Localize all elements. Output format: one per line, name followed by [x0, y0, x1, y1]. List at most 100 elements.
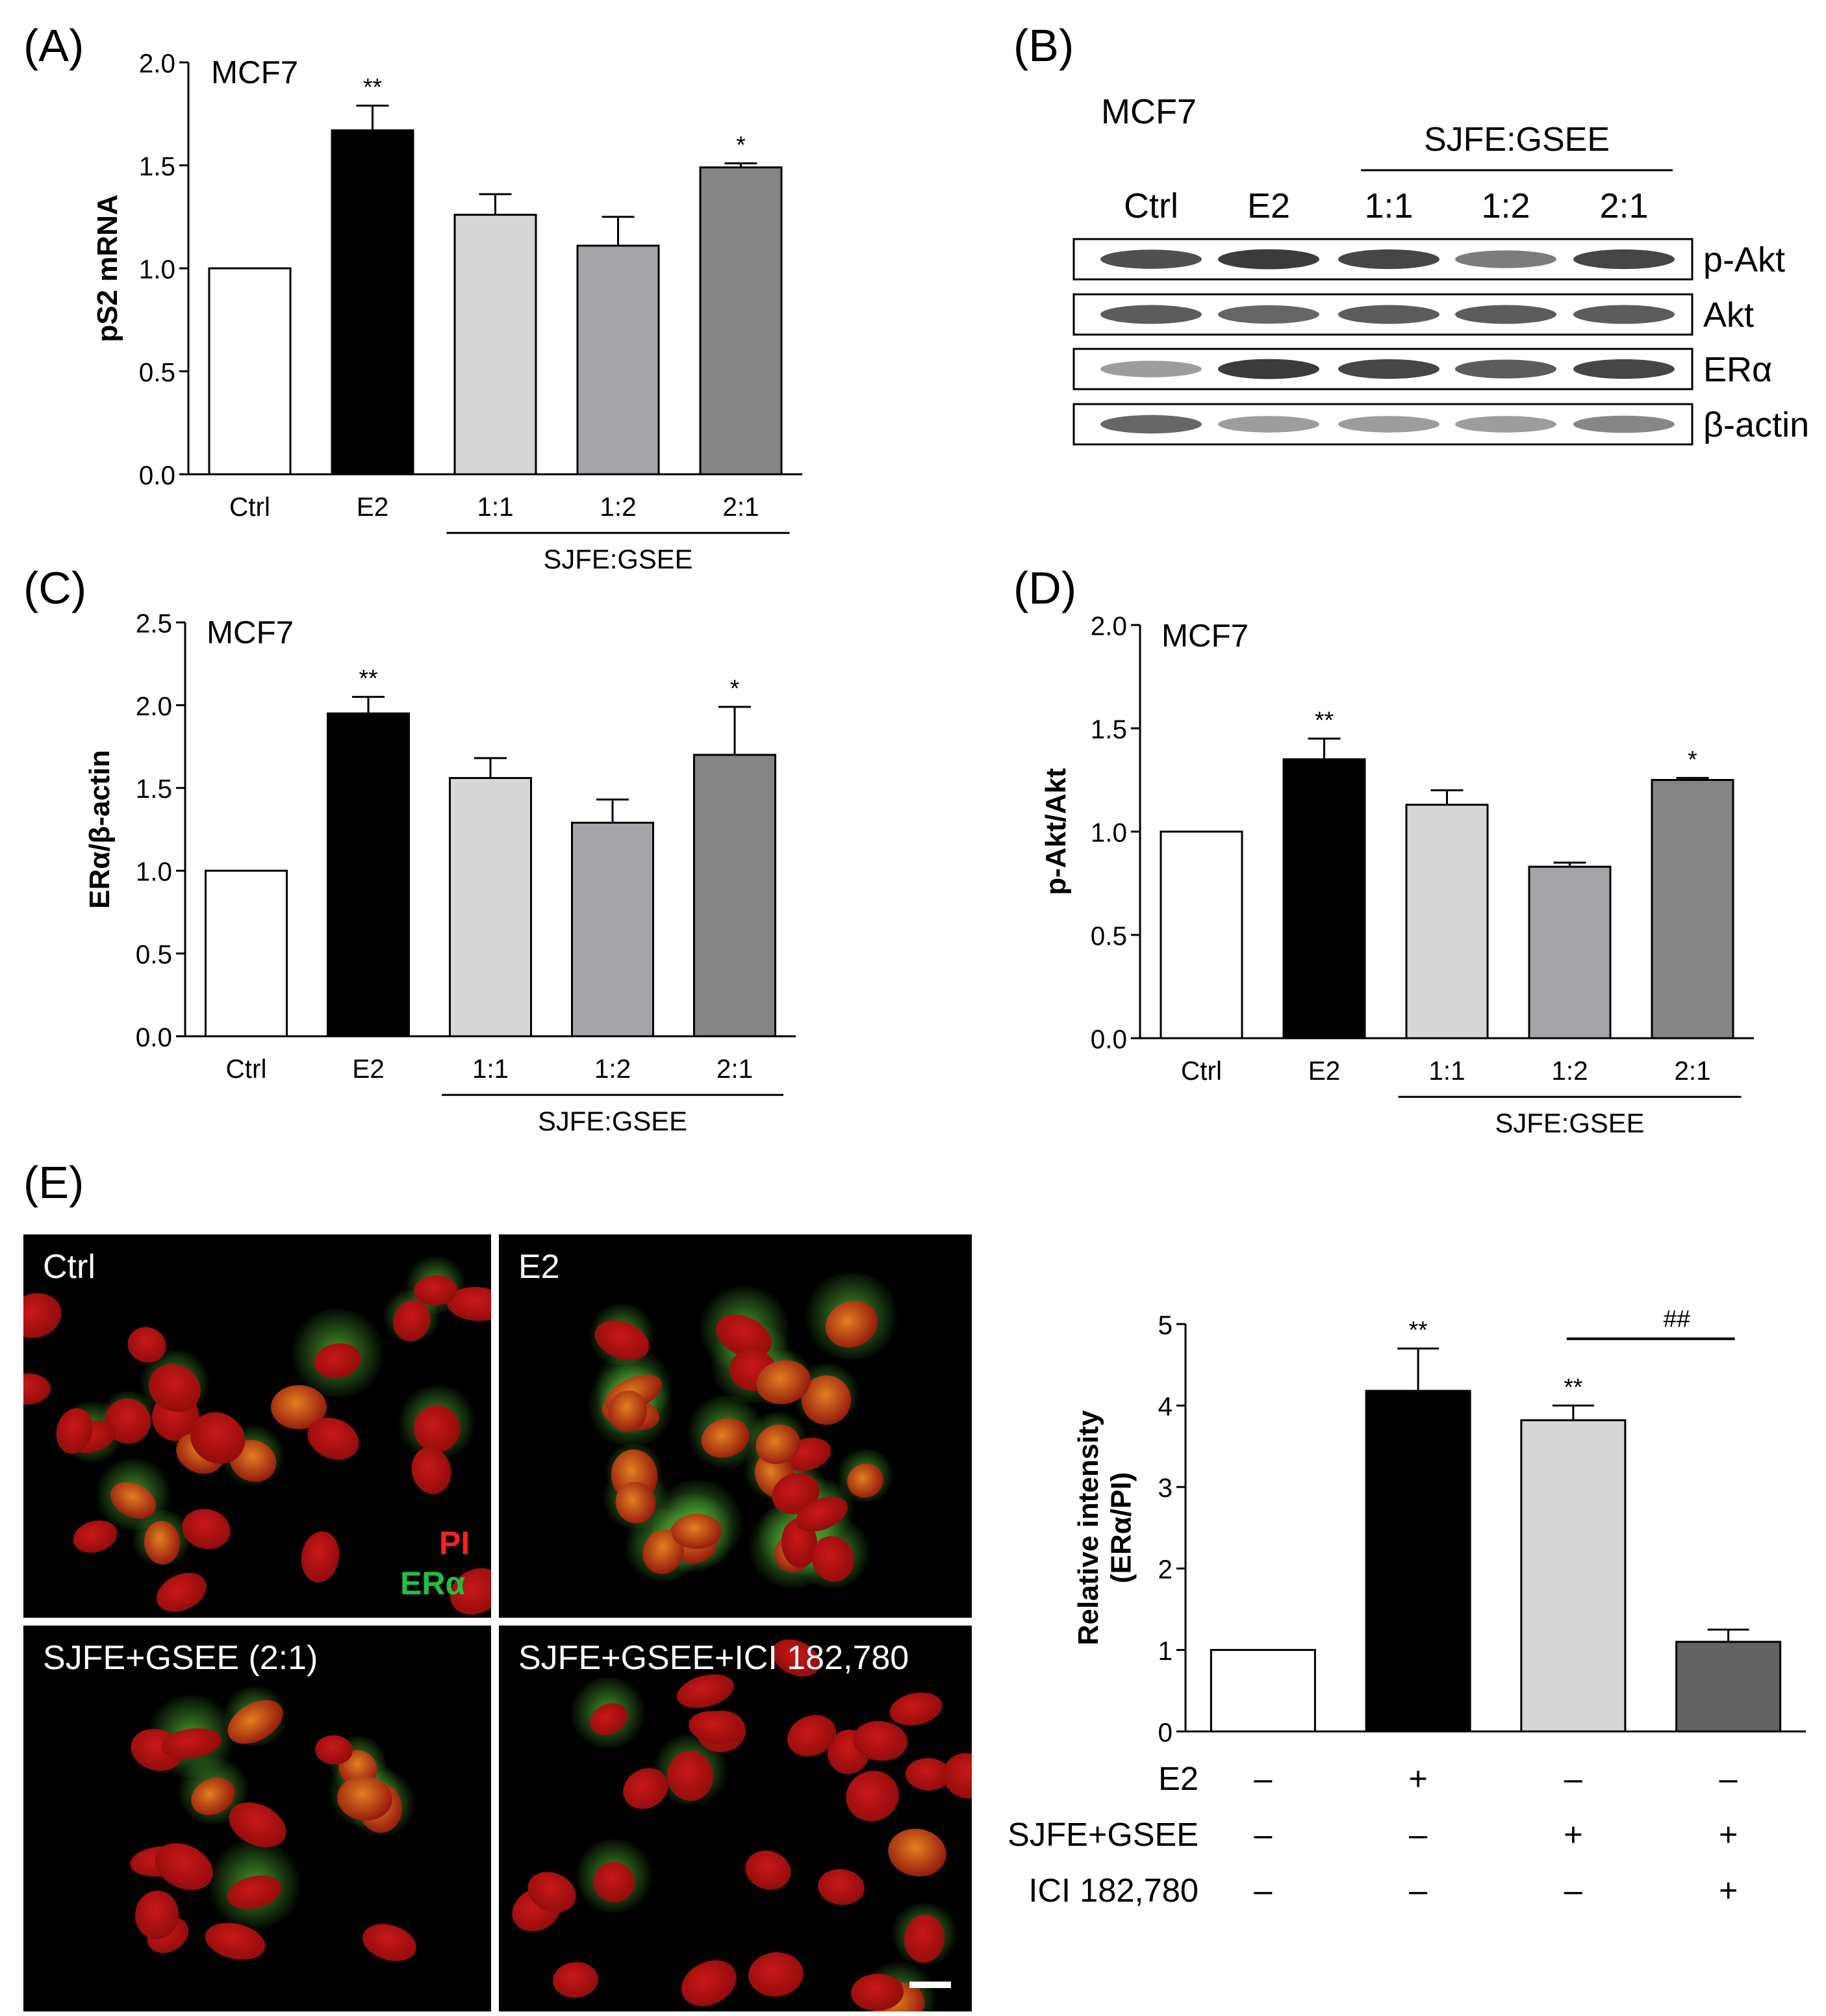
panel-label-a: (A)	[23, 20, 84, 71]
blot-band	[1455, 250, 1556, 268]
x-tick-label: E2	[1308, 1056, 1341, 1086]
nucleus	[673, 1951, 744, 2011]
y-tick-label: 2.0	[1091, 611, 1127, 641]
significance-mark: *	[1688, 745, 1697, 772]
y-tick-label: 1.5	[1091, 714, 1127, 744]
blot-band	[1573, 415, 1675, 433]
group-label: SJFE:GSEE	[538, 1106, 687, 1136]
treatment-sign: –	[1564, 1760, 1583, 1797]
bar	[327, 712, 410, 1038]
legend-er: ERα	[400, 1565, 466, 1601]
x-tick-label: 2:1	[1674, 1056, 1710, 1086]
treatment-sign: –	[1719, 1760, 1738, 1797]
bar	[1160, 830, 1243, 1040]
nucleus	[886, 1688, 945, 1730]
legend-pi: PI	[439, 1525, 470, 1561]
panel-label-e: (E)	[23, 1157, 84, 1208]
treatment-sign: +	[1719, 1816, 1738, 1853]
blot-band	[1573, 249, 1675, 270]
nucleus	[23, 1286, 67, 1345]
x-tick-label: 2:1	[716, 1054, 753, 1084]
bar	[1210, 1649, 1316, 1733]
y-tick-label: 0.5	[1091, 921, 1127, 951]
blot-band	[1100, 415, 1202, 434]
nucleus	[23, 1372, 51, 1406]
y-tick-label: 0.0	[136, 1022, 172, 1052]
treatment-sign: –	[1254, 1816, 1273, 1853]
y-axis-label: (ERα/PI)	[1106, 1472, 1137, 1583]
blot-row-label: β-actin	[1703, 405, 1809, 444]
bar	[1365, 1390, 1471, 1733]
y-tick-label: 0.0	[139, 460, 175, 490]
blot-band	[1218, 416, 1319, 433]
x-tick-label: 1:2	[600, 492, 636, 522]
treatment-sign: +	[1564, 1816, 1583, 1853]
significance-mark: **	[1409, 1316, 1428, 1344]
blot-band	[1338, 249, 1439, 270]
panel-label-b: (B)	[1013, 20, 1074, 71]
y-tick-label: 0.5	[136, 939, 172, 969]
x-tick-label: 2:1	[722, 492, 759, 522]
blot-band	[1573, 305, 1675, 324]
chart-d: 0.0 0.5 1.0 1.5 2.0 p-Akt/Akt MCF7 Ctrl ** E2 1:1 1…	[1040, 611, 1754, 1138]
y-tick-label: 0.5	[139, 357, 175, 387]
treatment-sign: –	[1254, 1872, 1273, 1909]
y-tick-label: 4	[1158, 1392, 1173, 1422]
x-tick-label: 1:2	[1551, 1056, 1588, 1086]
blot-band	[1100, 305, 1202, 324]
micrograph-ctrl: Ctrl PI ERα	[23, 1234, 491, 1618]
micrograph-label-e2: E2	[518, 1248, 560, 1286]
western-lane-label: Ctrl	[1124, 186, 1178, 225]
y-tick-label: 1.0	[139, 254, 175, 284]
blot-row-label: ERα	[1703, 350, 1772, 389]
x-tick-label: E2	[357, 492, 389, 522]
bar	[449, 777, 532, 1038]
bar	[453, 214, 537, 476]
x-tick-label: 1:1	[472, 1054, 509, 1084]
cell-line-annotation: MCF7	[1161, 618, 1249, 654]
nucleus	[816, 1867, 867, 1908]
y-tick-label: 1.5	[136, 774, 172, 804]
blot-band	[1455, 416, 1556, 433]
significance-mark: *	[736, 131, 746, 158]
western-lane-label: 1:2	[1481, 186, 1530, 225]
x-tick-label: Ctrl	[1181, 1056, 1222, 1086]
x-tick-label: Ctrl	[229, 492, 270, 522]
y-tick-label: 2.5	[136, 608, 172, 638]
bar	[571, 821, 654, 1038]
blot-band	[1338, 359, 1439, 379]
bar	[1675, 1640, 1782, 1733]
bar	[1282, 758, 1366, 1040]
western-lane-label: E2	[1247, 186, 1290, 225]
bar	[693, 754, 776, 1038]
panel-label-d: (D)	[1013, 563, 1077, 613]
blot-band	[1100, 361, 1202, 377]
cell-line-annotation: MCF7	[211, 55, 298, 90]
nucleus	[298, 1528, 344, 1585]
scale-bar	[909, 1982, 951, 1988]
micrograph-label-combo: SJFE+GSEE (2:1)	[43, 1639, 318, 1677]
group-label: SJFE:GSEE	[1495, 1108, 1645, 1138]
treatment-row-label: E2	[1158, 1760, 1198, 1797]
y-tick-label: 2	[1158, 1555, 1173, 1585]
nucleus	[884, 1824, 950, 1881]
panel-label-c: (C)	[23, 563, 87, 613]
micrograph-label-ici: SJFE+GSEE+ICI 182,780	[518, 1639, 909, 1677]
western-blot: MCF7 SJFE:GSEE Ctrl E2 1:1 1:2 2:1 p-Akt Akt E…	[1072, 92, 1809, 446]
y-tick-label: 1.0	[136, 857, 172, 887]
micrograph-e2: E2	[499, 1234, 972, 1618]
y-tick-label: 0.0	[1091, 1024, 1127, 1054]
bar	[208, 267, 292, 476]
x-tick-label: 1:1	[1428, 1056, 1465, 1086]
significance-mark: **	[359, 665, 377, 692]
micrograph-label-ctrl: Ctrl	[43, 1248, 95, 1286]
treatment-sign: –	[1409, 1872, 1428, 1909]
nucleus	[741, 1844, 796, 1896]
nucleus	[746, 1950, 806, 1999]
nucleus	[150, 1565, 213, 1618]
y-tick-label: 2.0	[136, 691, 172, 721]
comparison-mark: ##	[1663, 1305, 1690, 1333]
significance-mark: **	[1564, 1373, 1582, 1400]
cell-line-annotation: MCF7	[207, 615, 294, 650]
blot-band	[1218, 305, 1319, 324]
